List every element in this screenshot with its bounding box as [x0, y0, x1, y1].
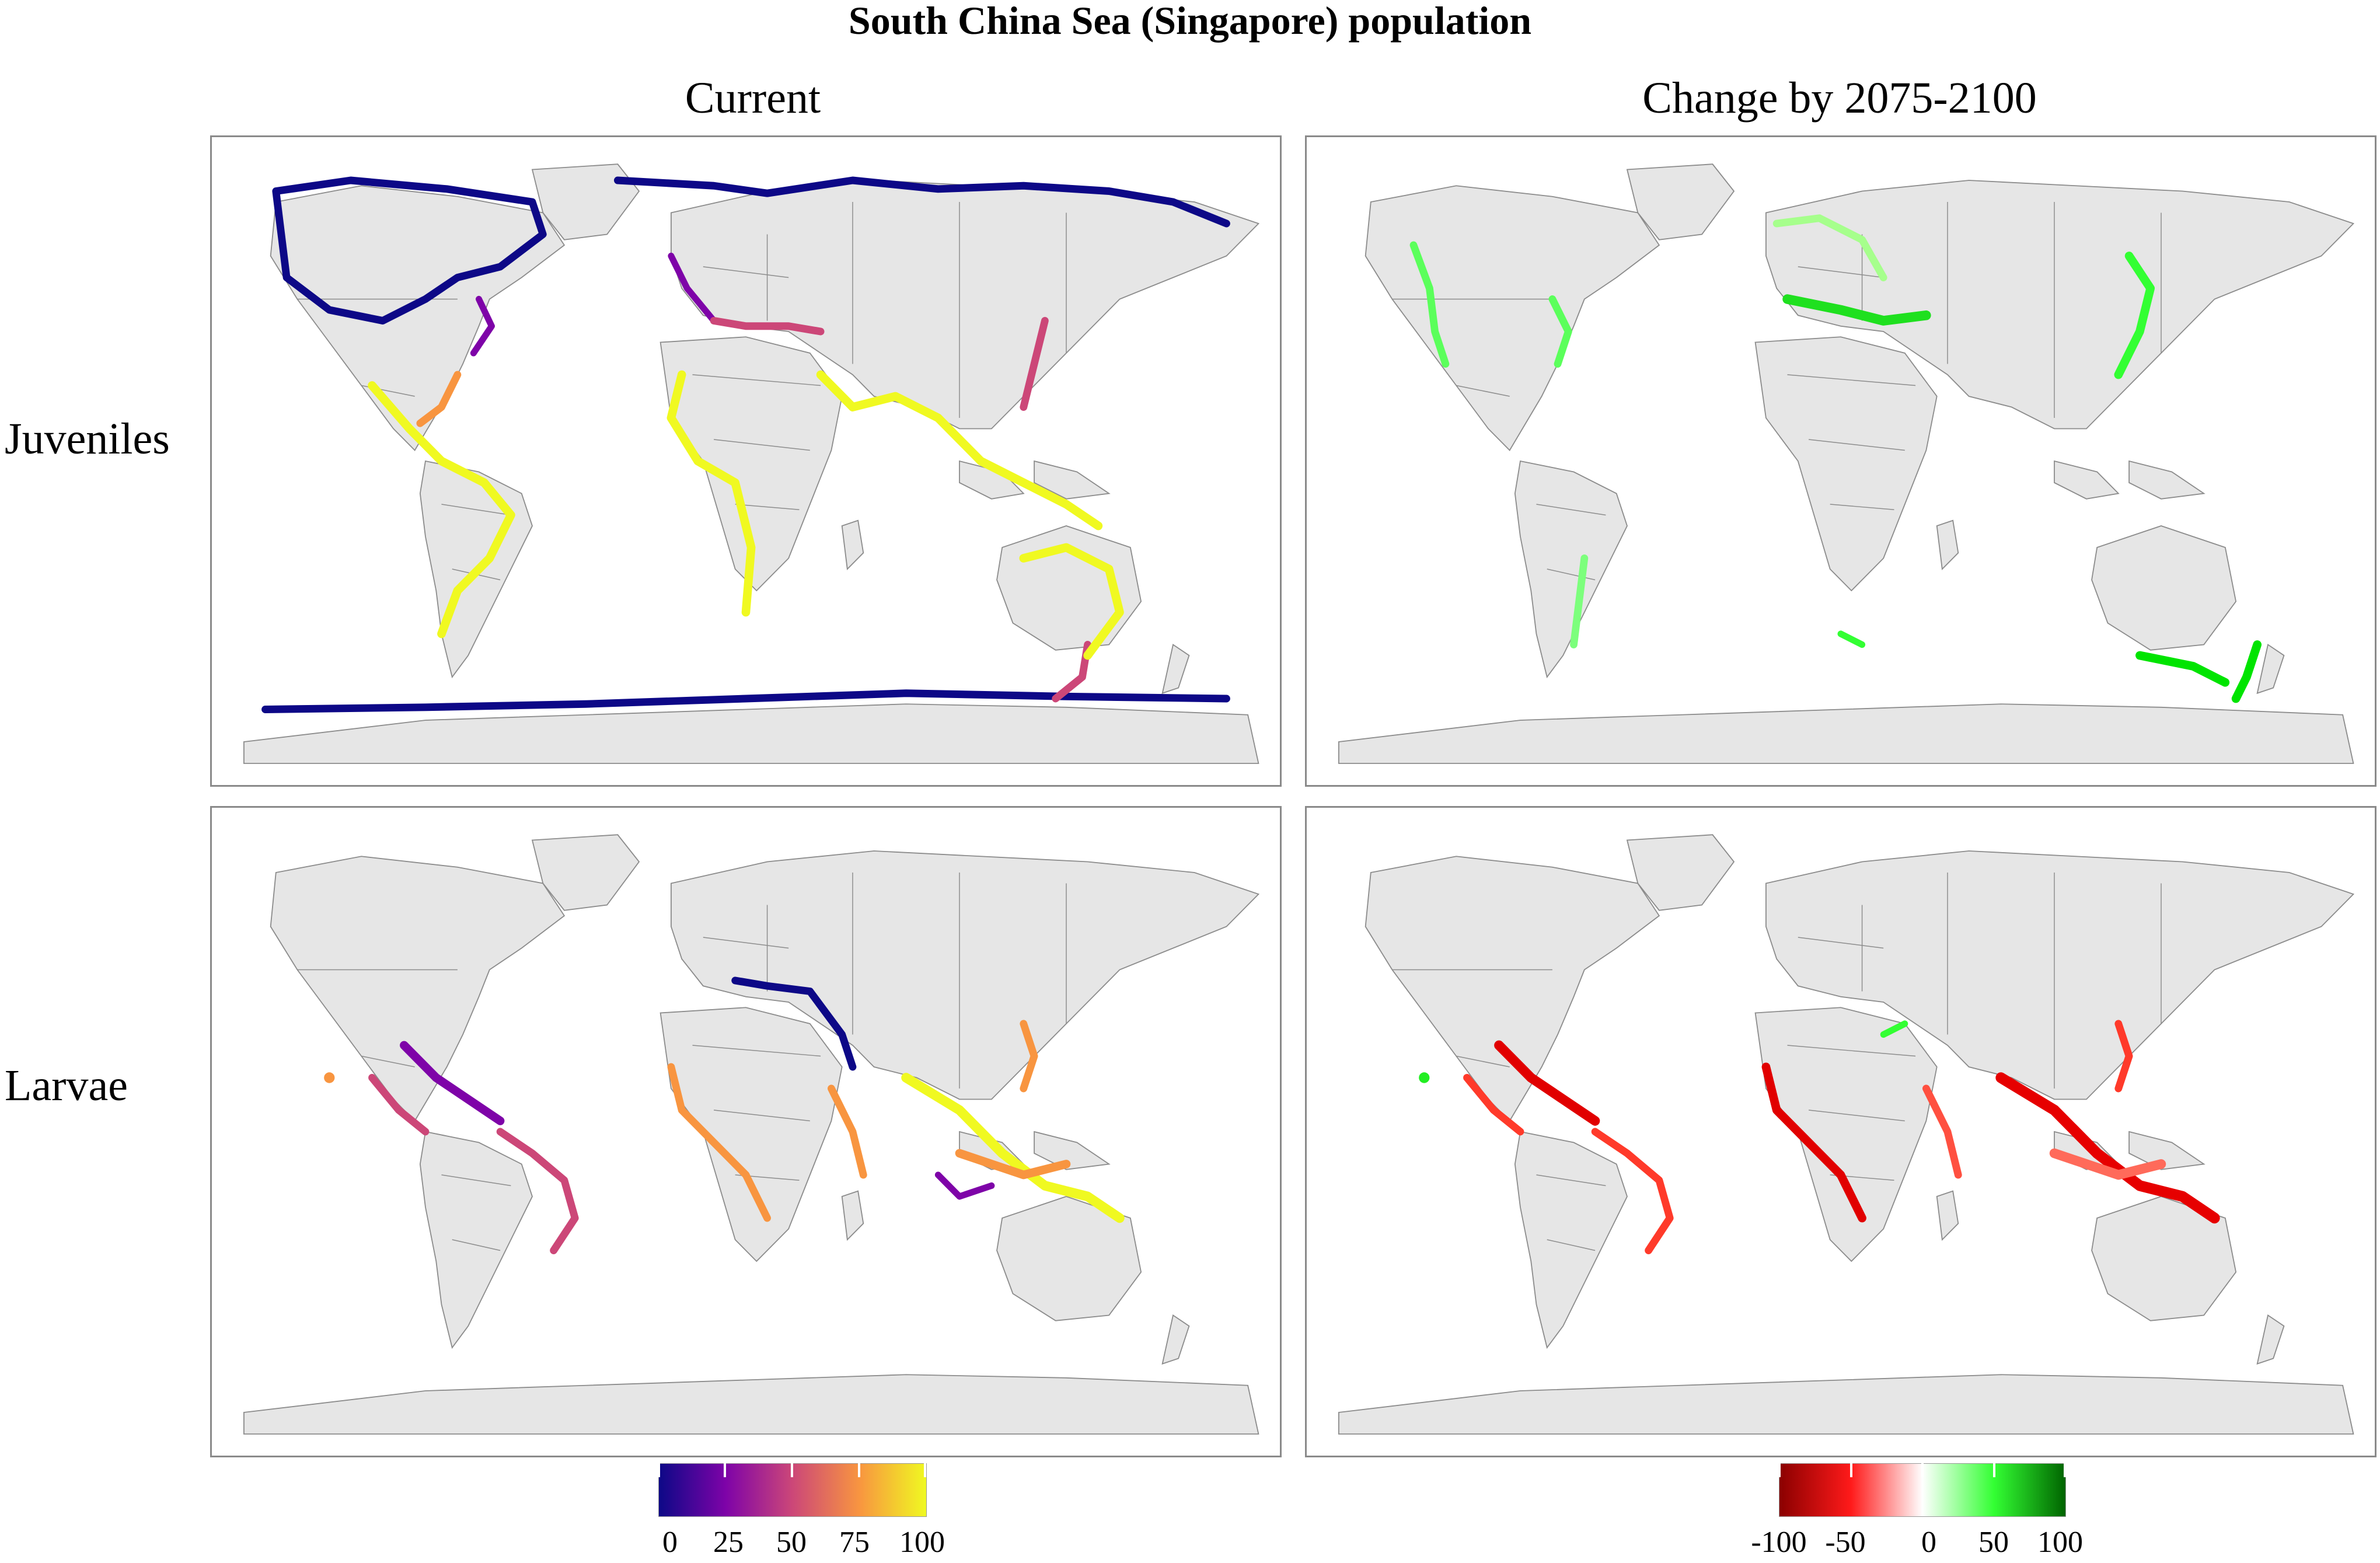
legend-change-tickmark-0	[1921, 1463, 1924, 1477]
world-map-juveniles-change	[1338, 163, 2354, 764]
row-label-juveniles: Juveniles	[5, 414, 170, 463]
map-juveniles-change	[1305, 135, 2376, 787]
legend-current-tickmark-75	[858, 1463, 860, 1477]
legend-change-tickmark-100	[2064, 1463, 2066, 1477]
world-map-larvae-current	[243, 834, 1259, 1435]
legend-change-tickmark-50	[1993, 1463, 1995, 1477]
legend-change-tickmark-minus50	[1850, 1463, 1852, 1477]
legend-current-tick-100: 100	[899, 1526, 945, 1559]
legend-current-tick-25: 25	[713, 1526, 744, 1559]
legend-change-tick-minus100: -100	[1751, 1526, 1807, 1559]
legend-current-tick-0: 0	[662, 1526, 678, 1559]
legend-change-tick-0: 0	[1921, 1526, 1936, 1559]
legend-change-tickmark-minus100	[1778, 1463, 1781, 1477]
world-map-juveniles-current	[243, 163, 1259, 764]
legend-current-tick-50: 50	[776, 1526, 807, 1559]
legend-change-tick-50: 50	[1978, 1526, 2009, 1559]
figure-title: South China Sea (Singapore) population	[848, 0, 1532, 43]
legend-current-tickmark-25	[724, 1463, 726, 1477]
legend-current-tick-75: 75	[839, 1526, 870, 1559]
world-map-larvae-change	[1338, 834, 2354, 1435]
map-larvae-change	[1305, 806, 2376, 1457]
legend-current-tickmark-0	[658, 1463, 660, 1477]
column-title-current: Current	[685, 74, 821, 123]
legend-change-tick-minus50: -50	[1825, 1526, 1866, 1559]
legend-change-tick-100: 100	[2037, 1526, 2083, 1559]
row-label-larvae: Larvae	[5, 1061, 128, 1110]
map-juveniles-current	[210, 135, 1282, 787]
column-title-change: Change by 2075-2100	[1642, 74, 2037, 123]
map-larvae-current	[210, 806, 1282, 1457]
legend-current-tickmark-50	[791, 1463, 793, 1477]
legend-current-tickmark-100	[924, 1463, 926, 1477]
